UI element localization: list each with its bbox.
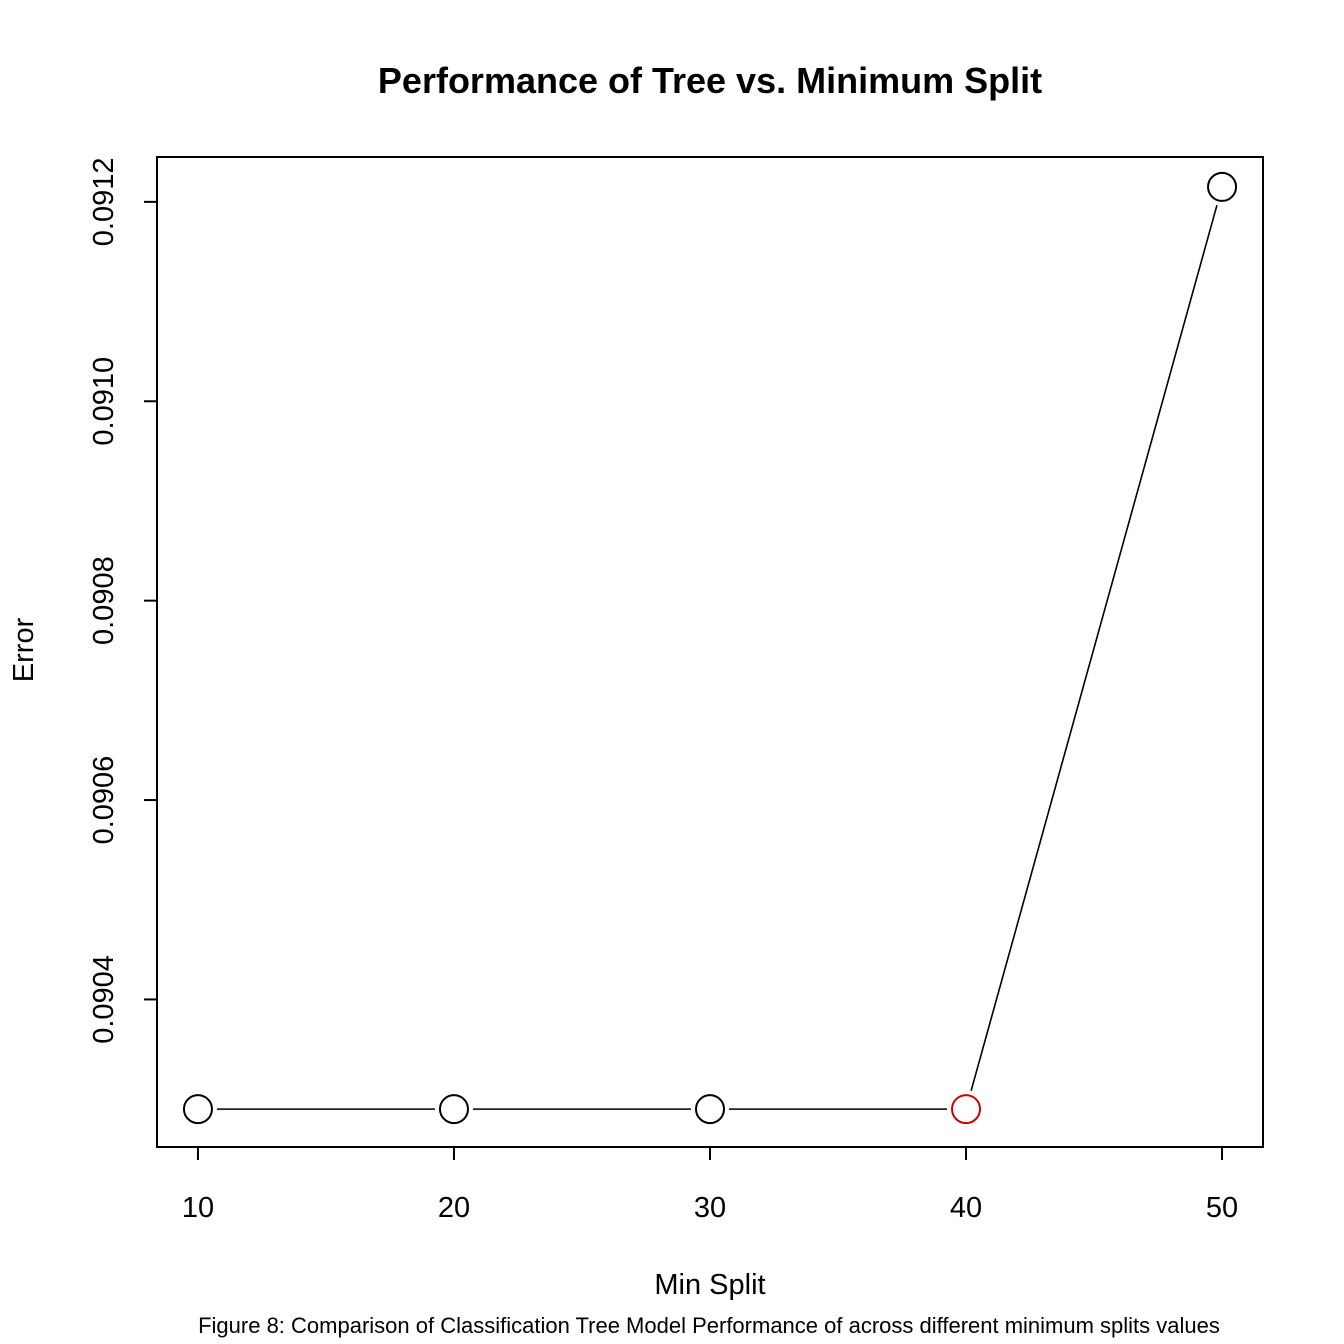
data-point [1207,171,1238,202]
highlighted-data-point [951,1094,982,1125]
series-lines [216,205,1218,1110]
x-tick-label: 40 [950,1192,982,1224]
data-point [695,1094,725,1125]
y-tick-label: 0.0904 [88,955,120,1044]
y-axis: 0.0904 0.0906 0.0908 0.0910 0.0912 [88,158,158,1044]
y-tick-label: 0.0912 [88,158,120,247]
series-points [182,171,1238,1125]
series-line-segment [970,205,1218,1092]
y-tick-label: 0.0908 [88,556,120,645]
y-tick-label: 0.0906 [88,756,120,845]
data-point [182,1094,213,1125]
x-tick-label: 10 [182,1192,214,1224]
plot-frame [156,156,1264,1148]
x-axis-label: Min Split [654,1269,765,1301]
data-point [438,1094,469,1125]
y-axis-label: Error [8,617,40,682]
x-tick-label: 20 [438,1192,470,1224]
figure-caption: Figure 8: Comparison of Classification T… [198,1313,1220,1338]
chart-title: Performance of Tree vs. Minimum Split [378,60,1042,101]
x-axis: 10 20 30 40 50 [182,1146,1238,1224]
x-tick-label: 30 [694,1192,726,1224]
x-tick-label: 50 [1206,1192,1238,1224]
y-tick-label: 0.0910 [88,357,120,446]
